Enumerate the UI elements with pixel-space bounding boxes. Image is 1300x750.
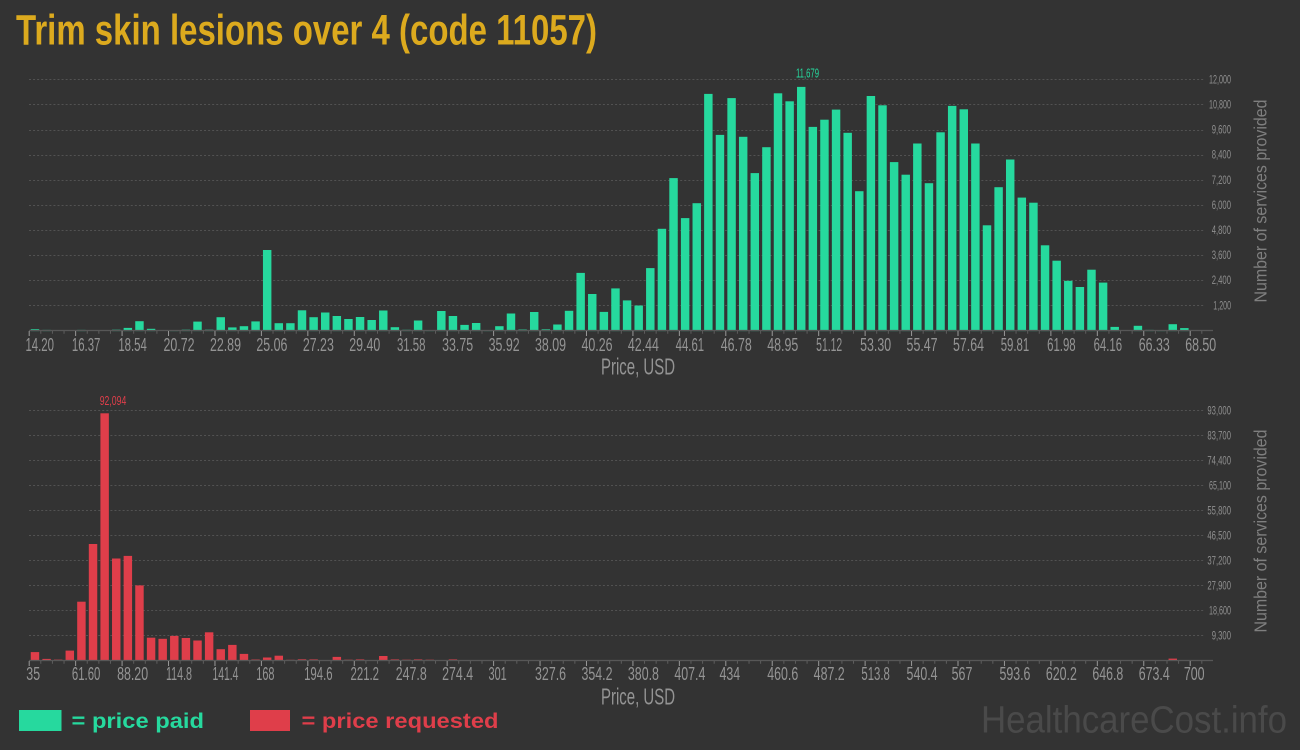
svg-text:620.2: 620.2 (1046, 663, 1077, 684)
svg-text:25.06: 25.06 (256, 334, 287, 355)
svg-text:14.20: 14.20 (25, 334, 54, 355)
svg-text:Trim skin lesions over 4 (code: Trim skin lesions over 4 (code 11057) (16, 6, 597, 54)
svg-text:31.58: 31.58 (397, 334, 426, 355)
svg-text:57.64: 57.64 (953, 334, 984, 355)
svg-text:93,000: 93,000 (1207, 405, 1231, 417)
svg-text:247.8: 247.8 (396, 663, 427, 684)
svg-text:= price paid: = price paid (72, 709, 205, 733)
svg-text:16.37: 16.37 (72, 334, 101, 355)
svg-text:29.40: 29.40 (349, 334, 380, 355)
svg-text:4,800: 4,800 (1212, 225, 1231, 237)
svg-text:42.44: 42.44 (628, 334, 659, 355)
svg-text:12,000: 12,000 (1209, 74, 1231, 86)
svg-text:44.61: 44.61 (676, 334, 705, 355)
svg-text:11,679: 11,679 (796, 66, 819, 81)
svg-text:10,800: 10,800 (1209, 100, 1231, 112)
svg-text:55,800: 55,800 (1207, 505, 1231, 517)
svg-text:567: 567 (952, 663, 973, 684)
svg-text:= price requested: = price requested (302, 709, 499, 733)
svg-text:3,600: 3,600 (1212, 250, 1231, 262)
svg-text:55.47: 55.47 (907, 334, 938, 355)
svg-text:274.4: 274.4 (442, 663, 473, 684)
svg-text:66.33: 66.33 (1139, 334, 1170, 355)
svg-text:354.2: 354.2 (581, 663, 612, 684)
svg-text:35: 35 (26, 663, 40, 684)
svg-text:48.95: 48.95 (767, 334, 798, 355)
svg-text:68.50: 68.50 (1185, 334, 1216, 355)
svg-text:40.26: 40.26 (581, 334, 612, 355)
svg-text:9,300: 9,300 (1212, 630, 1231, 642)
svg-text:35.92: 35.92 (489, 334, 520, 355)
svg-text:301: 301 (489, 663, 507, 684)
svg-text:37,200: 37,200 (1207, 555, 1231, 567)
svg-text:22.89: 22.89 (210, 334, 241, 355)
svg-text:141.4: 141.4 (212, 663, 238, 684)
svg-text:407.4: 407.4 (674, 663, 705, 684)
svg-text:61.98: 61.98 (1047, 334, 1076, 355)
svg-text:Number of services provided: Number of services provided (1251, 430, 1271, 633)
svg-text:168: 168 (256, 663, 274, 684)
svg-text:9,600: 9,600 (1212, 125, 1231, 137)
svg-text:53.30: 53.30 (860, 334, 891, 355)
svg-text:593.6: 593.6 (999, 663, 1030, 684)
svg-text:61.60: 61.60 (72, 663, 101, 684)
svg-text:38.09: 38.09 (535, 334, 566, 355)
svg-text:673.4: 673.4 (1139, 663, 1170, 684)
svg-text:646.8: 646.8 (1092, 663, 1123, 684)
svg-text:46.78: 46.78 (721, 334, 752, 355)
svg-text:Price, USD: Price, USD (601, 354, 675, 380)
svg-text:46,500: 46,500 (1207, 530, 1231, 542)
svg-text:6,000: 6,000 (1212, 200, 1231, 212)
svg-text:Price, USD: Price, USD (601, 684, 675, 710)
svg-text:7,200: 7,200 (1212, 175, 1231, 187)
svg-text:65,100: 65,100 (1209, 480, 1231, 492)
svg-text:487.2: 487.2 (814, 663, 845, 684)
svg-text:513.8: 513.8 (861, 663, 890, 684)
svg-text:20.72: 20.72 (164, 334, 195, 355)
svg-text:194.6: 194.6 (304, 663, 333, 684)
svg-text:8,400: 8,400 (1212, 150, 1231, 162)
svg-text:327.6: 327.6 (535, 663, 566, 684)
svg-text:33.75: 33.75 (442, 334, 473, 355)
svg-text:59.81: 59.81 (1001, 334, 1030, 355)
svg-text:460.6: 460.6 (767, 663, 798, 684)
svg-text:2,400: 2,400 (1212, 275, 1231, 287)
svg-text:27.23: 27.23 (303, 334, 334, 355)
svg-text:221.2: 221.2 (351, 663, 380, 684)
svg-text:83,700: 83,700 (1207, 430, 1231, 442)
svg-text:1,200: 1,200 (1213, 300, 1231, 312)
svg-text:64.16: 64.16 (1094, 334, 1123, 355)
svg-text:434: 434 (719, 663, 740, 684)
svg-text:540.4: 540.4 (907, 663, 938, 684)
svg-text:Number of services provided: Number of services provided (1251, 100, 1271, 303)
svg-text:27,900: 27,900 (1207, 580, 1231, 592)
svg-text:700: 700 (1184, 663, 1205, 684)
svg-text:18,600: 18,600 (1209, 605, 1231, 617)
svg-text:114.8: 114.8 (166, 663, 192, 684)
svg-text:18.54: 18.54 (118, 334, 147, 355)
svg-text:380.8: 380.8 (628, 663, 659, 684)
svg-text:88.20: 88.20 (117, 663, 148, 684)
svg-text:HealthcareCost.info: HealthcareCost.info (981, 700, 1287, 742)
svg-text:51.12: 51.12 (816, 334, 842, 355)
svg-text:92,094: 92,094 (100, 393, 127, 408)
svg-text:74,400: 74,400 (1207, 455, 1231, 467)
